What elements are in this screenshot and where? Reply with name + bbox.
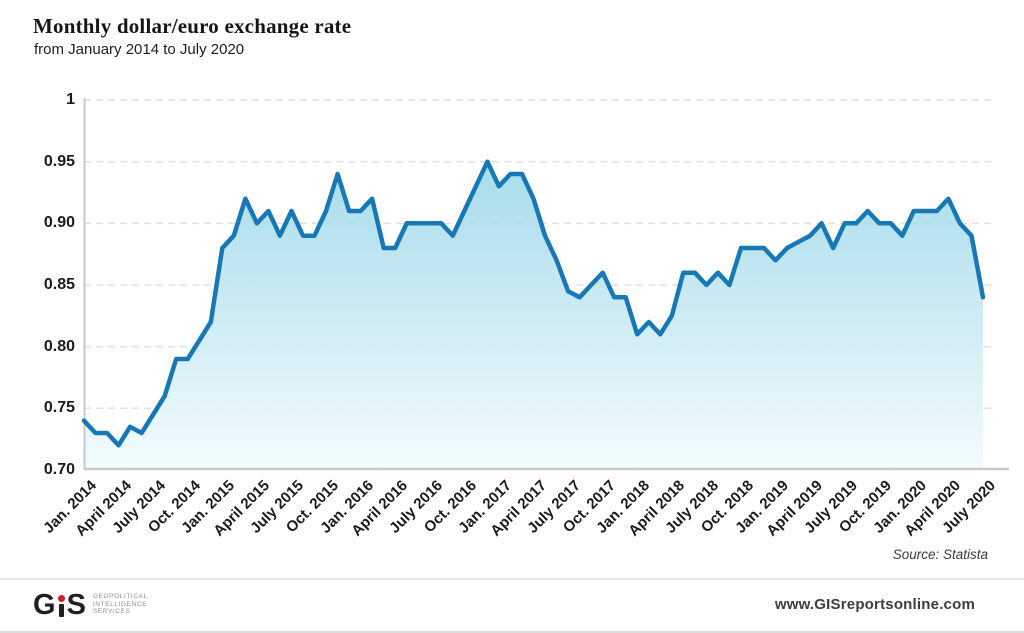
logo-i-stem: [58, 604, 64, 617]
page-title: Monthly dollar/euro exchange rate: [33, 14, 352, 38]
y-tick-label-0.85: 0.85: [43, 276, 75, 293]
exchange-rate-chart: 0.70 0.75 0.80 0.85 0.90 0.95 1 Jan. 2014 April …: [40, 91, 1009, 540]
y-tick-label-0.80: 0.80: [43, 337, 75, 355]
y-tick-label-0.90: 0.90: [43, 214, 75, 232]
area-fill: [84, 161, 983, 470]
logo-caption-line: SERVICES: [92, 608, 131, 615]
footer-website-url: www.GISreportsonline.com: [774, 596, 975, 613]
footer-bar: G S GEOPOLITICAL INTELLIGENCE SERVICES w…: [0, 578, 1024, 633]
y-tick-label-0.75: 0.75: [43, 399, 75, 417]
y-tick-label-0.95: 0.95: [43, 152, 75, 170]
y-tick-label-0.70: 0.70: [43, 461, 75, 478]
logo-letter-i: [57, 595, 65, 617]
logo-letter-s: S: [66, 589, 86, 621]
logo-i-red-dot-icon: [57, 595, 65, 602]
logo-caption-line: INTELLIGENCE: [92, 600, 148, 608]
exchange-rate-line: [81, 159, 986, 448]
source-note: Source: Statista: [892, 547, 988, 562]
chart-canvas: [81, 98, 1009, 471]
y-tick-label-1: 1: [66, 91, 75, 108]
logo-letter-g: G: [33, 589, 56, 621]
page-subtitle: from January 2014 to July 2020: [34, 41, 245, 58]
logo-caption-line: GEOPOLITICAL: [92, 593, 148, 600]
logo-caption: GEOPOLITICAL INTELLIGENCE SERVICES: [93, 591, 148, 616]
gis-logo: G S GEOPOLITICAL INTELLIGENCE SERVICES: [33, 589, 148, 621]
gis-logo-letters: G S: [33, 589, 86, 621]
